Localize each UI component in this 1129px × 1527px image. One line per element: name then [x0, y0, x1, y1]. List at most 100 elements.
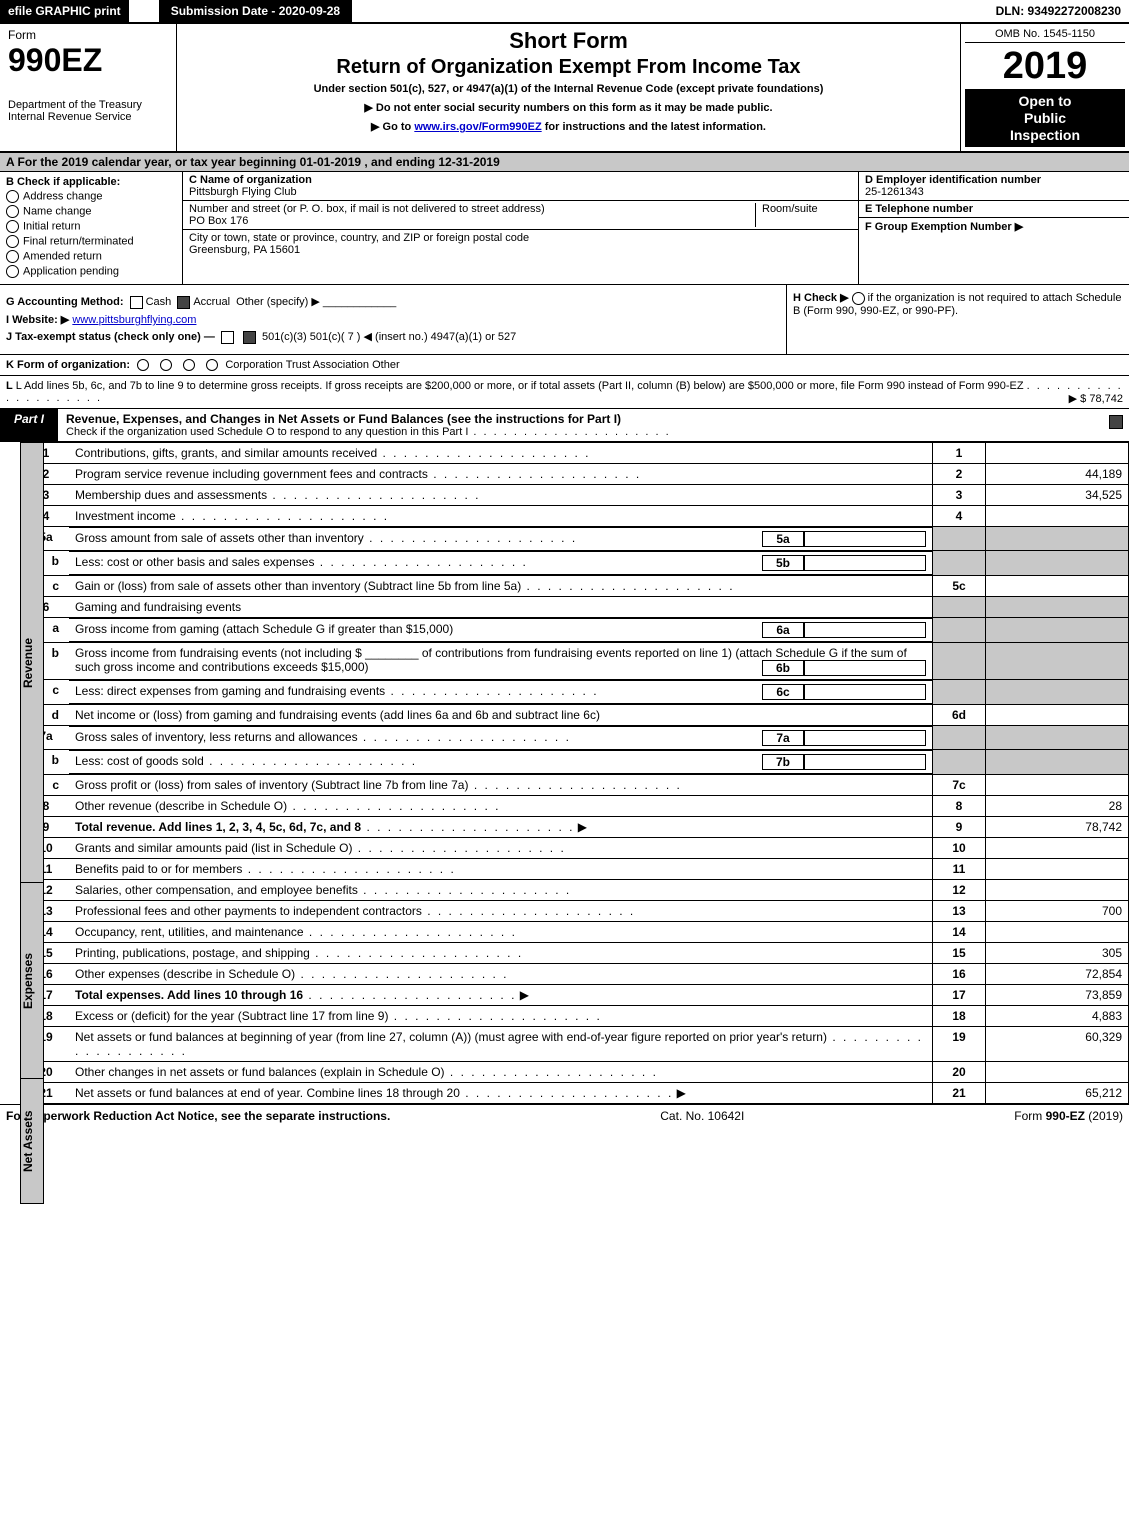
section-def: D Employer identification number 25-1261…	[858, 172, 1129, 284]
part1-header: Part I Revenue, Expenses, and Changes in…	[0, 409, 1129, 442]
l-text: L Add lines 5b, 6c, and 7b to line 9 to …	[16, 380, 1024, 392]
line-4: 4Investment income4	[23, 505, 1129, 526]
footer-mid: Cat. No. 10642I	[660, 1109, 744, 1123]
line-17: 17Total expenses. Add lines 10 through 1…	[23, 984, 1129, 1005]
website-link[interactable]: www.pittsburghflying.com	[72, 314, 196, 326]
cash-label: Cash	[146, 296, 172, 308]
efile-label[interactable]: efile GRAPHIC print	[0, 0, 129, 22]
header-right: OMB No. 1545-1150 2019 Open to Public In…	[960, 24, 1129, 151]
line-3: 3Membership dues and assessments334,525	[23, 484, 1129, 505]
i-label: I Website: ▶	[6, 314, 69, 326]
under-section-text: Under section 501(c), 527, or 4947(a)(1)…	[185, 83, 952, 95]
chk-accrual[interactable]	[177, 296, 190, 309]
line-11: 11Benefits paid to or for members11	[23, 858, 1129, 879]
line-18: 18Excess or (deficit) for the year (Subt…	[23, 1005, 1129, 1026]
goto-suffix: for instructions and the latest informat…	[542, 121, 766, 133]
chk-initial-return[interactable]: Initial return	[6, 220, 176, 233]
section-g: G Accounting Method: Cash Accrual Other …	[6, 295, 780, 309]
open-line3: Inspection	[967, 127, 1123, 144]
city-value: Greensburg, PA 15601	[189, 244, 300, 256]
tax-year: 2019	[965, 47, 1125, 85]
line-7c: cGross profit or (loss) from sales of in…	[23, 774, 1129, 795]
line-15: 15Printing, publications, postage, and s…	[23, 942, 1129, 963]
addr-row: Number and street (or P. O. box, if mail…	[183, 201, 858, 230]
section-i: I Website: ▶ www.pittsburghflying.com	[6, 313, 780, 326]
chk-corp[interactable]	[137, 359, 149, 371]
short-form-title: Short Form	[185, 28, 952, 54]
line-6d: dNet income or (loss) from gaming and fu…	[23, 704, 1129, 725]
line-6: 6Gaming and fundraising events	[23, 596, 1129, 617]
org-name-row: C Name of organization Pittsburgh Flying…	[183, 172, 858, 201]
line-7a: 7aGross sales of inventory, less returns…	[23, 725, 1129, 750]
return-title: Return of Organization Exempt From Incom…	[185, 56, 952, 79]
dln: DLN: 93492272008230	[988, 0, 1129, 22]
section-c: C Name of organization Pittsburgh Flying…	[183, 172, 858, 284]
part1-table-wrap: Revenue Expenses Net Assets 1Contributio…	[22, 442, 1129, 1104]
footer-left: For Paperwork Reduction Act Notice, see …	[6, 1109, 390, 1123]
line-9: 9Total revenue. Add lines 1, 2, 3, 4, 5c…	[23, 816, 1129, 837]
chk-application-pending[interactable]: Application pending	[6, 265, 176, 278]
line-6c: cLess: direct expenses from gaming and f…	[23, 679, 1129, 704]
header-center: Short Form Return of Organization Exempt…	[177, 24, 960, 151]
submission-date: Submission Date - 2020-09-28	[159, 0, 352, 22]
chk-address-change[interactable]: Address change	[6, 190, 176, 203]
vtab-expenses: Expenses	[20, 882, 44, 1080]
section-b-label: B Check if applicable:	[6, 176, 176, 188]
section-b: B Check if applicable: Address change Na…	[0, 172, 183, 284]
chk-trust[interactable]	[160, 359, 172, 371]
line-7b: bLess: cost of goods sold7b	[23, 750, 1129, 775]
line-5c: cGain or (loss) from sale of assets othe…	[23, 575, 1129, 596]
goto-prefix: Go to	[383, 121, 415, 133]
part1-subtitle: Check if the organization used Schedule …	[66, 426, 1101, 438]
line-12: 12Salaries, other compensation, and empl…	[23, 879, 1129, 900]
chk-amended-return[interactable]: Amended return	[6, 250, 176, 263]
header-left: Form 990EZ Department of the Treasury In…	[0, 24, 177, 151]
open-line1: Open to	[967, 93, 1123, 110]
chk-501c3[interactable]	[221, 331, 234, 344]
line-10: 10Grants and similar amounts paid (list …	[23, 837, 1129, 858]
section-j: J Tax-exempt status (check only one) — 5…	[6, 330, 780, 344]
line-6b: bGross income from fundraising events (n…	[23, 642, 1129, 679]
section-k: K Form of organization: Corporation Trus…	[0, 355, 1129, 376]
no-ssn-text: Do not enter social security numbers on …	[376, 102, 773, 114]
irs-link[interactable]: www.irs.gov/Form990EZ	[414, 121, 541, 133]
g-label: G Accounting Method:	[6, 296, 124, 308]
line-5b: bLess: cost or other basis and sales exp…	[23, 551, 1129, 576]
e-label: E Telephone number	[865, 203, 973, 215]
part1-label: Part I	[0, 409, 58, 441]
chk-final-return[interactable]: Final return/terminated	[6, 235, 176, 248]
chk-cash[interactable]	[130, 296, 143, 309]
f-label: F Group Exemption Number ▶	[865, 221, 1023, 233]
chk-other-org[interactable]	[206, 359, 218, 371]
no-ssn-line: ▶ Do not enter social security numbers o…	[185, 101, 952, 114]
section-l: L L Add lines 5b, 6c, and 7b to line 9 t…	[0, 376, 1129, 409]
part1-title: Revenue, Expenses, and Changes in Net As…	[58, 409, 1109, 441]
group-exemption-row: F Group Exemption Number ▶	[859, 218, 1129, 235]
chk-assoc[interactable]	[183, 359, 195, 371]
open-line2: Public	[967, 110, 1123, 127]
city-label: City or town, state or province, country…	[189, 232, 529, 244]
chk-name-change[interactable]: Name change	[6, 205, 176, 218]
line-6a: aGross income from gaming (attach Schedu…	[23, 617, 1129, 642]
j-label: J Tax-exempt status (check only one) —	[6, 331, 215, 343]
irs-label: Internal Revenue Service	[8, 111, 168, 123]
line-21: 21Net assets or fund balances at end of …	[23, 1082, 1129, 1103]
chk-501c[interactable]	[243, 331, 256, 344]
form-header: Form 990EZ Department of the Treasury In…	[0, 24, 1129, 153]
part1-schedule-o-checkbox[interactable]	[1109, 415, 1123, 429]
k-options: Corporation Trust Association Other	[225, 359, 399, 371]
addr-label: Number and street (or P. O. box, if mail…	[189, 203, 545, 215]
chk-h[interactable]	[852, 292, 865, 305]
line-1: 1Contributions, gifts, grants, and simil…	[23, 442, 1129, 463]
gh-left: G Accounting Method: Cash Accrual Other …	[0, 285, 787, 353]
vtab-netassets: Net Assets	[20, 1078, 44, 1204]
j-options: 501(c)(3) 501(c)( 7 ) ◀ (insert no.) 494…	[262, 331, 516, 343]
footer-right: Form 990-EZ (2019)	[1014, 1109, 1123, 1123]
form-word: Form	[8, 28, 168, 42]
line-5a: 5aGross amount from sale of assets other…	[23, 526, 1129, 551]
city-row: City or town, state or province, country…	[183, 230, 858, 258]
h-label: H Check ▶	[793, 292, 849, 304]
line-8: 8Other revenue (describe in Schedule O)8…	[23, 795, 1129, 816]
addr-value: PO Box 176	[189, 215, 248, 227]
footer: For Paperwork Reduction Act Notice, see …	[0, 1104, 1129, 1127]
